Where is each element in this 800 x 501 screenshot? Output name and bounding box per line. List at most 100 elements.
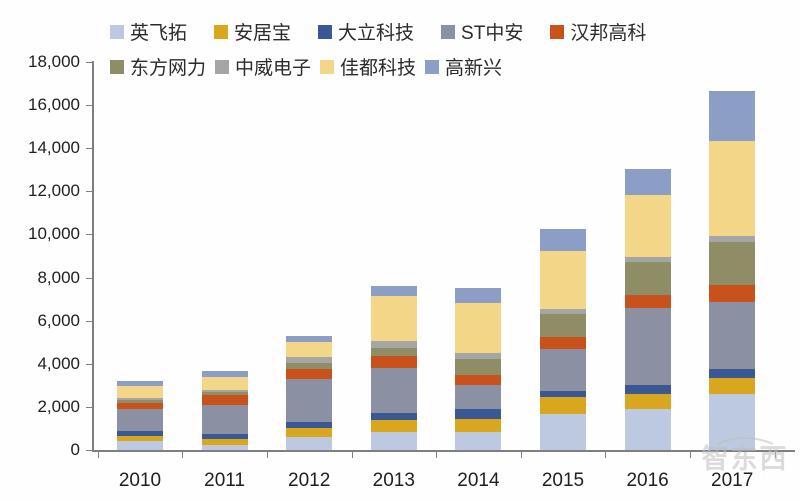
legend-swatch-icon [110,59,124,74]
bar-segment [117,398,163,401]
bar-segment [624,257,671,263]
bar-segment [709,369,756,378]
bar-segment [540,397,586,415]
y-axis-tick [86,450,92,451]
bar-segment [117,400,163,403]
bar-segment [455,418,502,432]
bar-segment [624,194,671,258]
bar-segment [455,409,502,419]
x-axis-tick [520,452,522,458]
legend-label: 汉邦高科 [570,23,647,44]
legend-swatch-icon [318,24,333,39]
y-axis-tick-label: 6,000 [37,310,80,330]
bar-segment [624,168,671,195]
x-axis-line [92,450,795,452]
y-axis-tick [86,363,92,365]
bar-segment [540,250,586,309]
y-axis-tick [86,191,92,193]
bar-segment [201,389,248,392]
bar-segment [709,302,756,370]
bar-segment [370,341,417,348]
bar-segment [370,431,417,450]
bar-segment [709,285,756,303]
y-axis-tick [86,62,92,63]
bar-segment [455,431,502,450]
bar-segment [117,381,163,387]
bar-segment [370,295,417,342]
bar-segment [370,368,417,414]
legend-label: 安居宝 [234,23,292,44]
bar-segment [624,294,671,308]
bar-segment [455,288,502,304]
bar-segment [286,362,333,370]
bar-segment [540,336,586,349]
bar-segment [624,307,671,386]
legend-item: ST中安 [441,18,523,45]
x-axis-label: 2010 [118,470,162,491]
legend-swatch-icon [110,24,124,39]
legend-label: 佳都科技 [340,58,417,79]
bar-segment [540,348,586,391]
legend-item: 高新兴 [425,53,502,80]
y-axis-tick [86,406,92,408]
bar-segment [201,376,248,390]
y-axis-tick [86,277,92,279]
x-axis-label: 2014 [457,470,500,491]
bar-segment [455,385,502,410]
bar-segment [117,435,163,442]
legend-label: 中威电子 [235,58,312,79]
legend-item: 安居宝 [214,18,291,45]
y-axis-tick [86,234,92,236]
bar-segment [540,314,586,337]
bar-segment [117,386,163,399]
bar-segment [286,378,333,422]
x-axis-label: 2016 [626,470,669,491]
x-axis-label: 2017 [711,470,754,491]
x-axis-tick [689,452,691,458]
legend-label: ST中安 [461,23,524,44]
legend-swatch-icon [425,59,440,74]
bar-segment [709,235,756,242]
bar-segment [540,308,586,315]
x-axis-tick [436,452,438,458]
legend-swatch-icon [215,59,230,74]
legend-label: 高新兴 [445,58,503,79]
bar-segment [201,444,248,450]
bar-segment [370,347,417,357]
bar-segment [370,413,417,420]
bar-segment [201,439,248,445]
bar-segment [709,377,756,394]
x-axis-tick [351,452,353,458]
x-axis-label: 2011 [204,470,246,491]
x-axis-label: 2013 [372,470,415,491]
bar-segment [709,91,756,141]
bar-segment [117,402,163,410]
bar-segment [709,393,756,450]
bar-segment [624,262,671,295]
bar-segment [455,374,502,386]
bar-segment [709,241,756,286]
legend-item: 中威电子 [215,53,311,80]
y-axis-tick-label: 0 [70,440,80,459]
chart-legend: 英飞拓 安居宝 大立科技 ST中安 汉邦高科 东方网力 中威电子 佳都科技 高新兴 [110,14,646,84]
bar-segment [455,359,502,375]
bar-segment [370,419,417,432]
bar-segment [286,342,333,358]
y-axis-tick-label: 16,000 [28,95,80,115]
y-axis-tick [86,320,92,322]
bar-segment [286,421,333,429]
x-axis-tick [182,452,184,458]
legend-row-1: 英飞拓 安居宝 大立科技 ST中安 汉邦高科 [110,14,646,49]
y-axis-tick-label: 12,000 [28,181,80,201]
y-axis-tick [86,148,92,150]
bar-segment [286,357,333,363]
legend-item: 佳都科技 [320,53,416,80]
legend-swatch-icon [214,24,229,39]
y-axis-tick [86,105,92,107]
legend-label: 东方网力 [130,58,207,79]
legend-item: 大立科技 [318,18,414,45]
legend-label: 英飞拓 [130,23,188,44]
y-axis-tick-label: 14,000 [28,138,80,158]
legend-swatch-icon [550,24,565,39]
